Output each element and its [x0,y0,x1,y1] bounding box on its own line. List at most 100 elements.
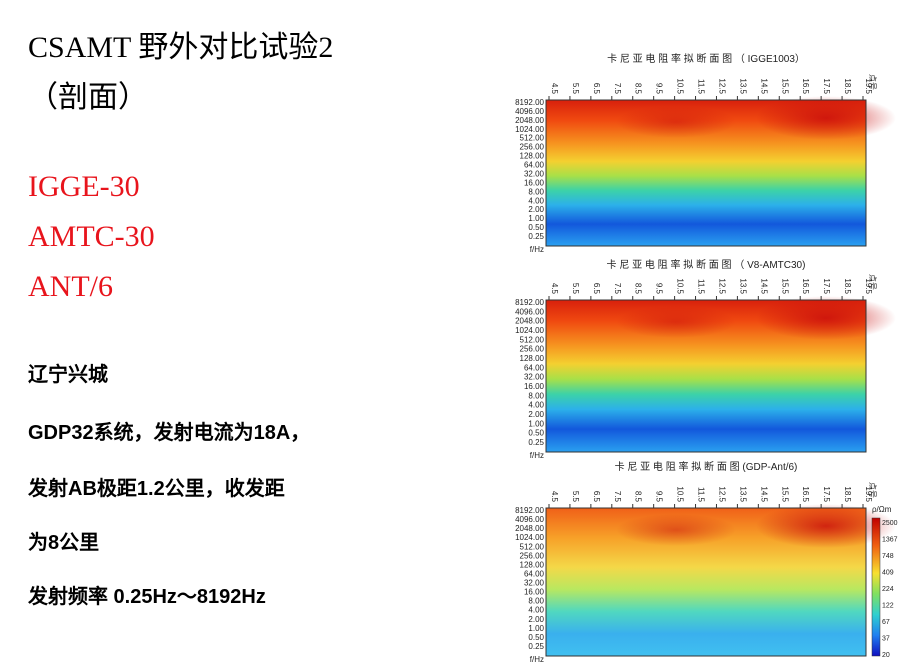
y-tick-label: 64.00 [524,161,545,170]
y-tick-label: 4096.00 [515,515,544,524]
colorbar-label: 67 [882,619,890,626]
x-tick-label: 7.5 [613,83,622,95]
y-tick-label: 16.00 [524,178,545,187]
x-tick-label: 6.5 [592,283,601,295]
y-tick-label: 8.00 [528,187,544,196]
colorbar-label: 1367 [882,537,898,544]
slide-subtitle: （剖面） [28,81,148,114]
section-title: 卡 尼 亚 电 阻 率 拟 断 面 图 (GDP-Ant/6) [615,460,798,473]
y-tick-label: 512.00 [520,542,545,551]
x-tick-label: 5.5 [571,83,580,95]
y-tick-label: 32.00 [524,169,545,178]
y-tick-label: 16.00 [524,588,545,597]
y-tick-label: 0.25 [528,232,544,241]
high-zone [756,96,896,140]
y-tick-label: 2048.00 [515,317,544,326]
y-tick-label: 0.50 [528,633,544,642]
y-tick-label: 128.00 [520,354,545,363]
x-tick-label: 14.5 [759,486,768,502]
y-tick-label: 128.00 [520,560,545,569]
y-tick-label: 16.00 [524,382,545,391]
y-tick-label: 256.00 [520,551,545,560]
y-tick-label: 1.00 [528,624,544,633]
y-tick-label: 256.00 [520,143,545,152]
x-tick-label: 7.5 [613,283,622,295]
y-tick-label: 128.00 [520,152,545,161]
y-tick-label: 1024.00 [515,533,544,542]
high-zone [756,504,896,548]
location: 辽宁兴城 [28,364,108,386]
y-tick-label: 0.50 [528,223,544,232]
x-tick-label: 14.5 [759,78,768,94]
y-tick-label: 64.00 [524,363,545,372]
y-tick-label: 32.00 [524,373,545,382]
instrument: ANT/6 [28,270,113,303]
x-tick-label: 11.5 [697,487,706,503]
x-tick-label: 10.5 [676,278,685,294]
instrument: IGGE-30 [28,170,140,203]
x-tick-label: 17.5 [822,278,831,294]
slide-title: CSAMT 野外对比试验2 [28,31,334,64]
y-tick-label: 32.00 [524,579,545,588]
y-tick-label: 4.00 [528,401,544,410]
colorbar-label: 409 [882,570,894,577]
y-tick-label: 1.00 [528,214,544,223]
colorbar [871,517,881,657]
y-unit: f/Hz [530,655,544,664]
colorbar-label: 37 [882,636,890,643]
y-tick-label: 2048.00 [515,524,544,533]
colorbar-label: 122 [882,603,894,610]
x-tick-label: 19.5 [864,278,873,294]
x-tick-label: 18.5 [843,78,852,94]
y-tick-label: 2.00 [528,205,544,214]
y-tick-label: 8192.00 [515,98,544,107]
x-tick-label: 8.5 [634,283,643,295]
section-title: 卡 尼 亚 电 阻 率 拟 断 面 图 （ V8-AMTC30) [607,258,806,271]
y-tick-label: 512.00 [520,134,545,143]
x-tick-label: 15.5 [780,78,789,94]
high-zone [616,514,736,546]
high-zone [756,296,896,340]
x-tick-label: 12.5 [717,486,726,502]
note: 发射AB极距1.2公里，收发距 [28,478,285,500]
section-title: 卡 尼 亚 电 阻 率 拟 断 面 图 （ IGGE1003） [607,52,805,65]
plot-frame [545,99,867,247]
y-unit: f/Hz [530,451,544,460]
note: 为8公里 [28,532,100,554]
y-tick-label: 1024.00 [515,326,544,335]
x-tick-label: 7.5 [613,491,622,503]
high-zone [616,106,736,138]
y-unit: f/Hz [530,245,544,254]
y-tick-label: 2048.00 [515,116,544,125]
x-tick-label: 11.5 [697,79,706,95]
y-tick-label: 4.00 [528,196,544,205]
x-tick-label: 12.5 [717,278,726,294]
x-tick-label: 16.5 [801,78,810,94]
x-tick-label: 18.5 [843,278,852,294]
y-tick-label: 1024.00 [515,125,544,134]
y-tick-label: 0.25 [528,642,544,651]
plot-frame [545,507,867,657]
colorbar-label: 2500 [882,520,898,527]
colorbar-unit: ρ/Ωm [872,505,892,514]
note: GDP32系统，发射电流为18A， [28,422,311,444]
note: 发射频率 0.25Hz～8192Hz [28,586,266,608]
y-tick-label: 8.00 [528,597,544,606]
y-tick-label: 2.00 [528,410,544,419]
x-tick-label: 11.5 [697,279,706,295]
x-tick-label: 8.5 [634,491,643,503]
x-tick-label: 13.5 [738,278,747,294]
x-tick-label: 6.5 [592,83,601,95]
colorbar-label: 224 [882,586,894,593]
y-tick-label: 0.50 [528,429,544,438]
y-tick-label: 4.00 [528,606,544,615]
x-tick-label: 13.5 [738,486,747,502]
x-tick-label: 9.5 [655,491,664,503]
x-tick-label: 18.5 [843,486,852,502]
x-tick-label: 8.5 [634,83,643,95]
y-tick-label: 8192.00 [515,506,544,515]
high-zone [616,306,736,338]
instrument: AMTC-30 [28,220,155,253]
